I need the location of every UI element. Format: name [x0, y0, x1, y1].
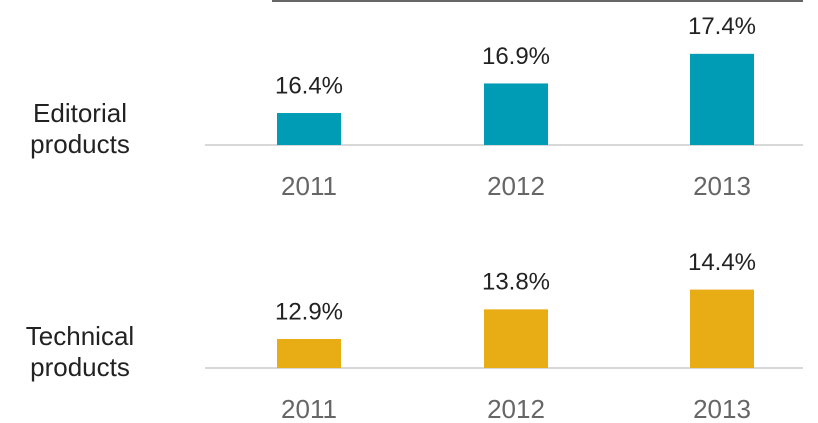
x-tick-label: 2012	[487, 171, 545, 201]
value-label: 16.9%	[482, 43, 550, 70]
value-label: 17.4%	[688, 13, 756, 40]
chart-title: Editorial products	[30, 98, 130, 159]
x-tick-label: 2011	[281, 171, 337, 201]
bar	[484, 309, 548, 368]
x-tick-label: 2012	[487, 394, 545, 423]
bar	[277, 339, 341, 368]
x-tick-label: 2011	[281, 394, 337, 423]
bar	[690, 53, 754, 145]
chart-title: Technical products	[25, 321, 135, 382]
value-label: 16.4%	[275, 72, 343, 99]
x-tick-label: 2013	[693, 171, 751, 201]
x-tick-label: 2013	[693, 394, 751, 423]
value-label: 13.8%	[482, 269, 550, 296]
value-label: 12.9%	[275, 298, 343, 325]
bar	[484, 83, 548, 145]
bar	[690, 289, 754, 368]
bar	[277, 113, 341, 145]
value-label: 14.4%	[688, 249, 756, 276]
